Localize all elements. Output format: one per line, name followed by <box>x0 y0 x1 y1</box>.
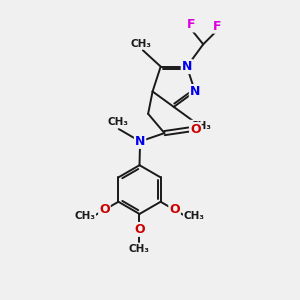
Text: CH₃: CH₃ <box>129 244 150 254</box>
Text: O: O <box>190 123 201 136</box>
Text: CH₃: CH₃ <box>74 211 95 221</box>
Text: F: F <box>187 19 195 32</box>
Text: N: N <box>182 60 192 73</box>
Text: CH₃: CH₃ <box>190 121 211 130</box>
Text: N: N <box>135 135 145 148</box>
Text: N: N <box>190 85 200 98</box>
Text: O: O <box>169 203 180 216</box>
Text: O: O <box>99 203 110 216</box>
Text: F: F <box>213 20 222 33</box>
Text: O: O <box>134 223 145 236</box>
Text: CH₃: CH₃ <box>184 211 205 221</box>
Text: CH₃: CH₃ <box>131 39 152 49</box>
Text: CH₃: CH₃ <box>108 117 129 128</box>
